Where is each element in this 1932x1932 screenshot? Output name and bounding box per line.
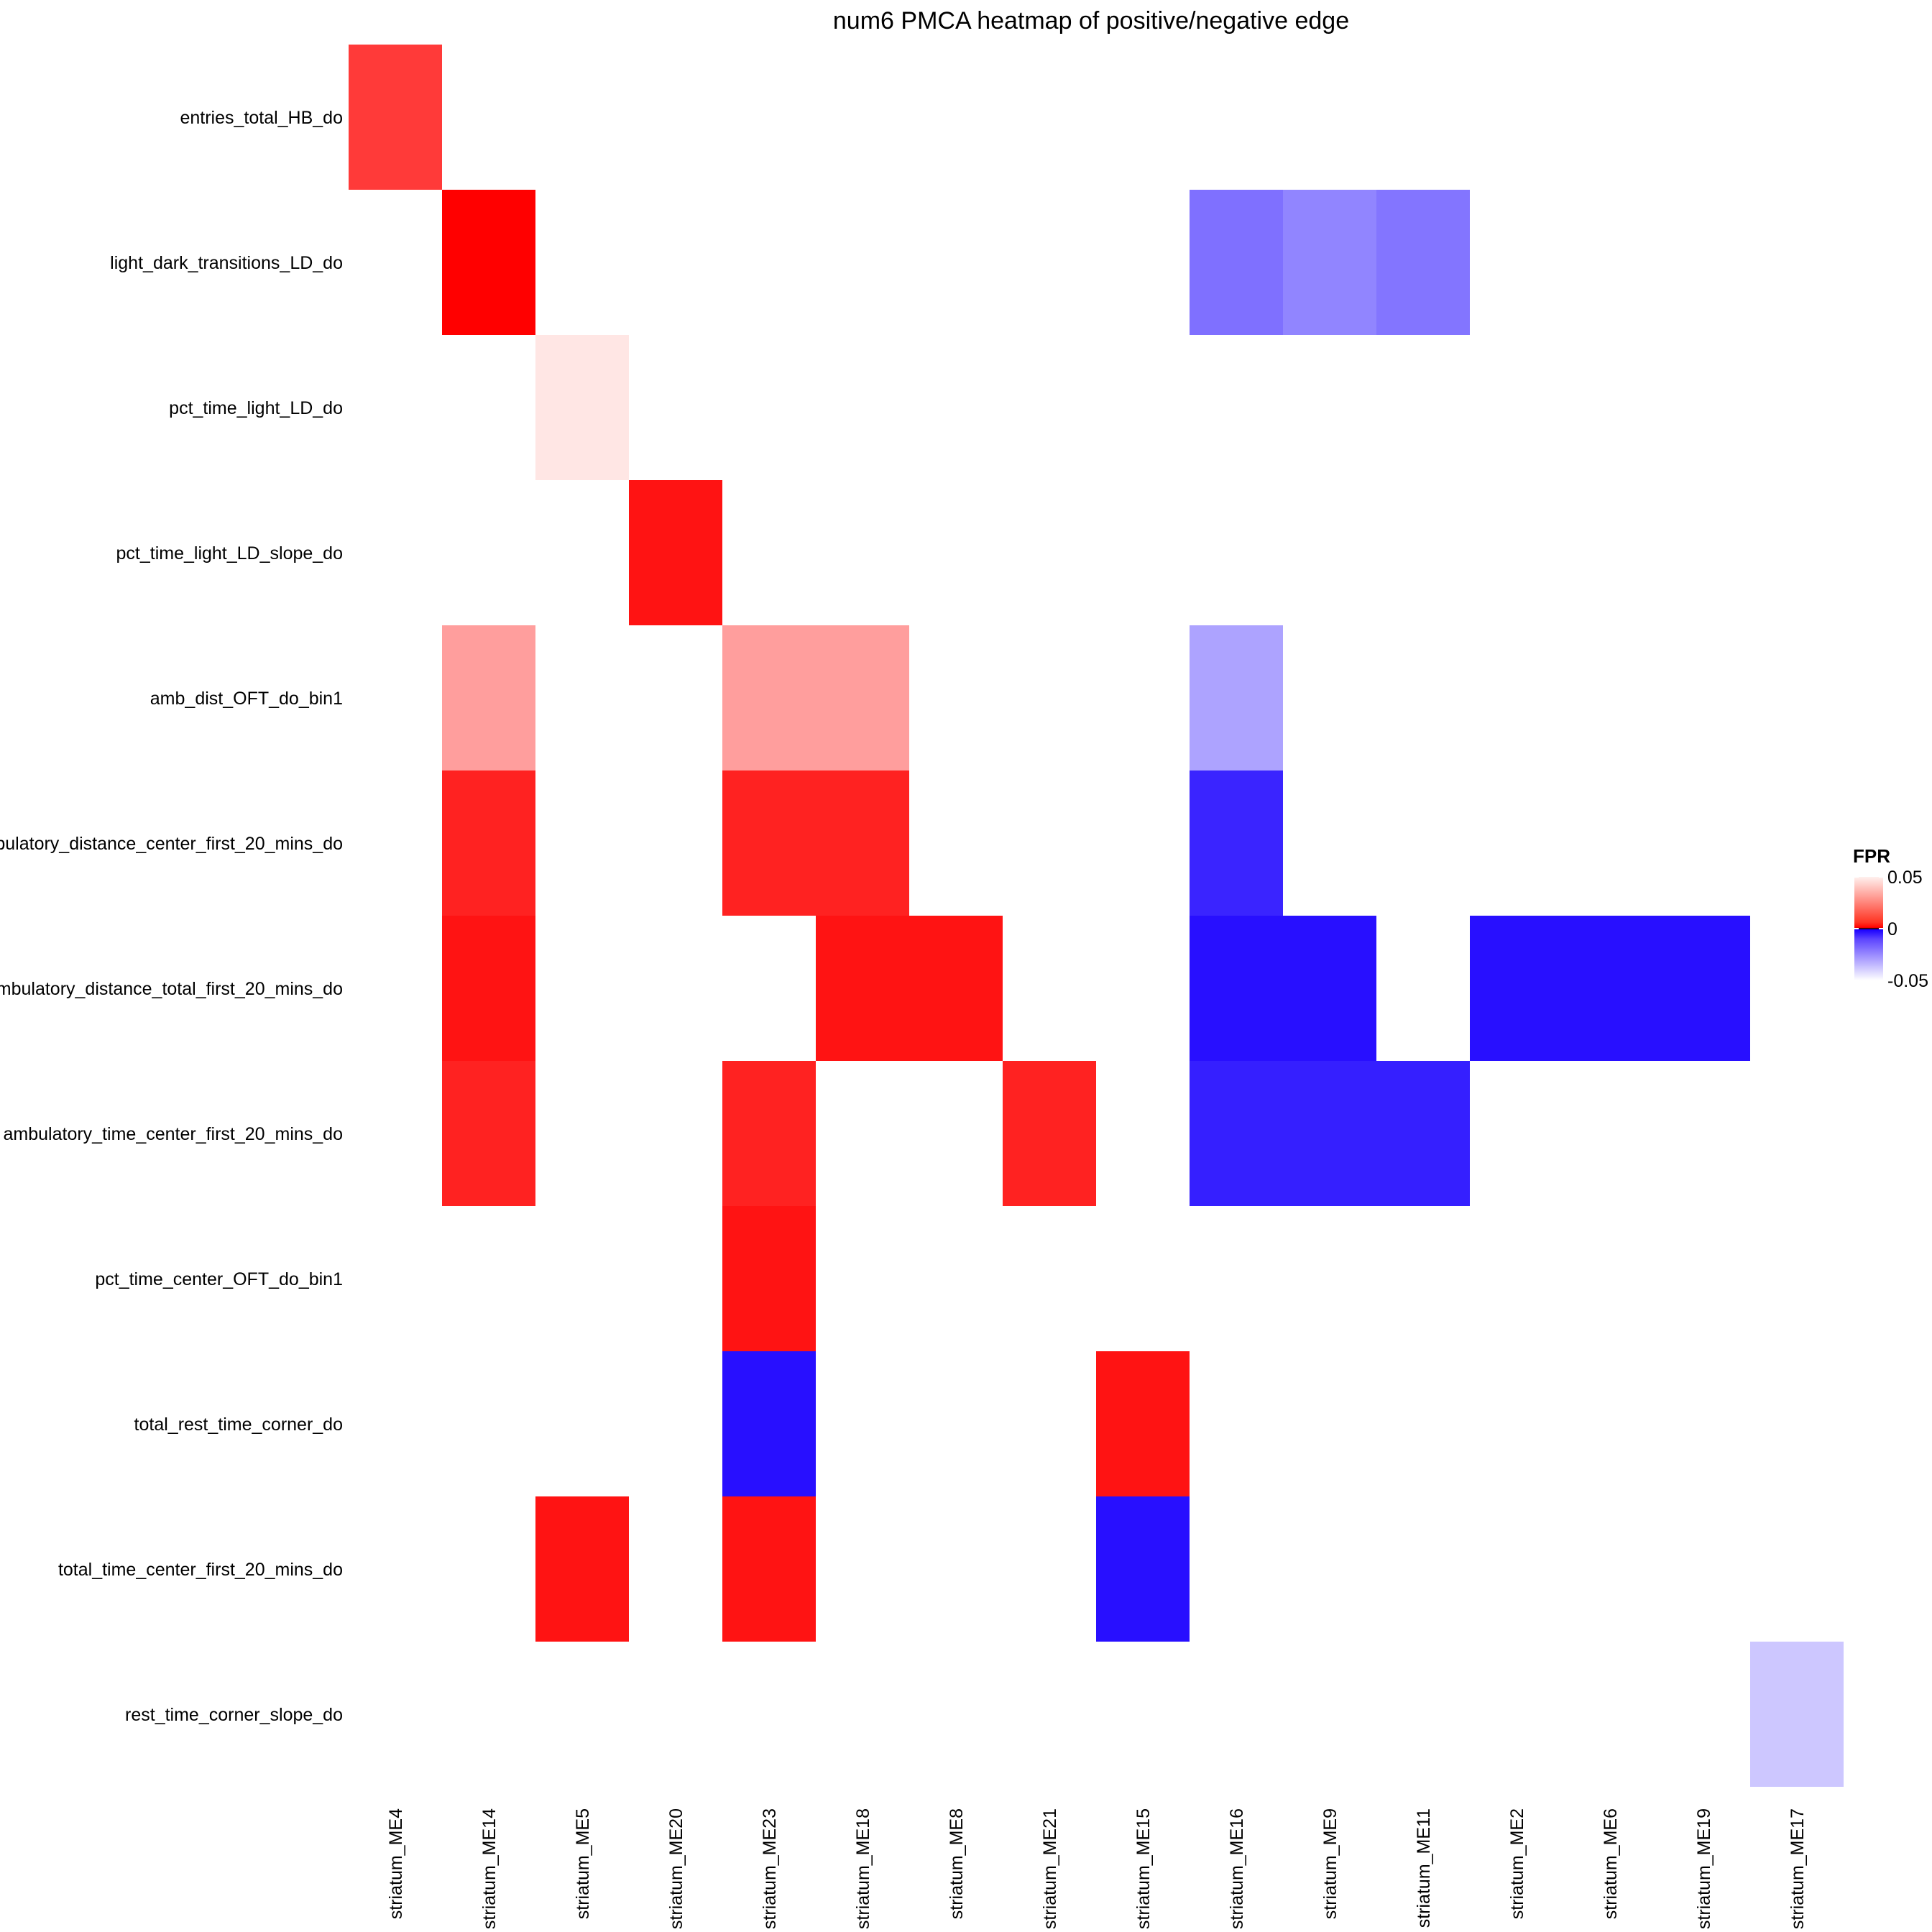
row-label: amb_dist_OFT_do_bin1: [150, 689, 343, 709]
heatmap-cell: [1190, 916, 1283, 1061]
heatmap-cell: [722, 1206, 816, 1351]
heatmap-cell: [442, 190, 535, 335]
row-label: ambulatory_time_center_first_20_mins_do: [4, 1124, 343, 1144]
row-label: total_time_center_first_20_mins_do: [58, 1560, 343, 1580]
heatmap-cell: [722, 1351, 816, 1496]
heatmap-cell: [1190, 625, 1283, 770]
column-label: striatum_ME2: [1507, 1808, 1527, 1919]
heatmap-cell: [1376, 190, 1470, 335]
heatmap-cell: [1190, 190, 1283, 335]
heatmap-cell: [535, 1496, 629, 1642]
column-label: striatum_ME17: [1788, 1808, 1808, 1929]
row-label: entries_total_HB_do: [180, 108, 343, 128]
heatmap-cells: [349, 45, 1844, 1787]
legend-tick-label: -0.05: [1887, 971, 1928, 991]
column-label: striatum_ME20: [666, 1808, 686, 1929]
column-label: striatum_ME18: [853, 1808, 873, 1929]
column-label: striatum_ME15: [1133, 1808, 1154, 1929]
heatmap-cell: [442, 770, 535, 916]
heatmap-cell: [1283, 916, 1376, 1061]
row-label: pct_time_light_LD_slope_do: [116, 543, 344, 564]
row-label: ambulatory_distance_total_first_20_mins_…: [0, 979, 343, 999]
heatmap-cell: [722, 1496, 816, 1642]
legend-tick-label: 0: [1887, 919, 1898, 939]
heatmap-cell: [1376, 1061, 1470, 1206]
legend-tick-label: 0.05: [1887, 868, 1923, 888]
row-label: pct_time_light_LD_do: [169, 398, 343, 418]
heatmap-cell: [442, 1061, 535, 1206]
column-label: striatum_ME19: [1694, 1808, 1714, 1929]
column-label: striatum_ME8: [947, 1808, 967, 1919]
heatmap-cell: [1096, 1496, 1190, 1642]
row-label: rest_time_corner_slope_do: [125, 1705, 343, 1725]
heatmap-cell: [816, 625, 909, 770]
column-labels: striatum_ME4 striatum_ME14 striatum_ME5 str…: [386, 1808, 1808, 1929]
heatmap-cell: [1096, 1351, 1190, 1496]
column-label: striatum_ME4: [386, 1808, 406, 1919]
heatmap-cell: [1283, 190, 1376, 335]
legend-colorbar: [1854, 877, 1883, 980]
column-label: striatum_ME9: [1320, 1808, 1340, 1919]
legend-ticks: 0.05 0 -0.05: [1854, 868, 1928, 991]
heatmap-cell: [816, 770, 909, 916]
row-label: ambulatory_distance_center_first_20_mins…: [0, 834, 343, 854]
heatmap-cell: [1470, 916, 1563, 1061]
heatmap-cell: [722, 625, 816, 770]
heatmap-cell: [442, 916, 535, 1061]
column-label: striatum_ME6: [1601, 1808, 1621, 1919]
heatmap-cell: [816, 916, 909, 1061]
heatmap-cell: [629, 480, 722, 625]
column-label: striatum_ME11: [1414, 1808, 1434, 1928]
heatmap-cell: [1657, 916, 1750, 1061]
heatmap-cell: [1750, 1642, 1844, 1787]
legend-title: FPR: [1853, 845, 1890, 867]
column-label: striatum_ME23: [760, 1808, 780, 1929]
chart-title: num6 PMCA heatmap of positive/negative e…: [833, 7, 1349, 34]
column-label: striatum_ME5: [573, 1808, 593, 1919]
column-label: striatum_ME14: [479, 1808, 500, 1929]
heatmap-cell: [349, 45, 442, 190]
heatmap-cell: [535, 335, 629, 480]
row-labels: entries_total_HB_do light_dark_transition…: [0, 108, 343, 1725]
heatmap-cell: [442, 625, 535, 770]
heatmap-cell: [1003, 1061, 1096, 1206]
heatmap-cell: [1190, 1061, 1283, 1206]
heatmap-cell: [1563, 916, 1657, 1061]
column-label: striatum_ME21: [1040, 1808, 1060, 1929]
color-legend: FPR 0.05 0 -0.05: [1853, 845, 1928, 991]
column-label: striatum_ME16: [1227, 1808, 1247, 1929]
row-label: total_rest_time_corner_do: [134, 1414, 343, 1435]
heatmap-cell: [909, 916, 1003, 1061]
heatmap-cell: [1283, 1061, 1376, 1206]
row-label: light_dark_transitions_LD_do: [110, 253, 343, 273]
heatmap-cell: [722, 1061, 816, 1206]
row-label: pct_time_center_OFT_do_bin1: [95, 1269, 343, 1289]
heatmap-cell: [1190, 770, 1283, 916]
heatmap-cell: [722, 770, 816, 916]
